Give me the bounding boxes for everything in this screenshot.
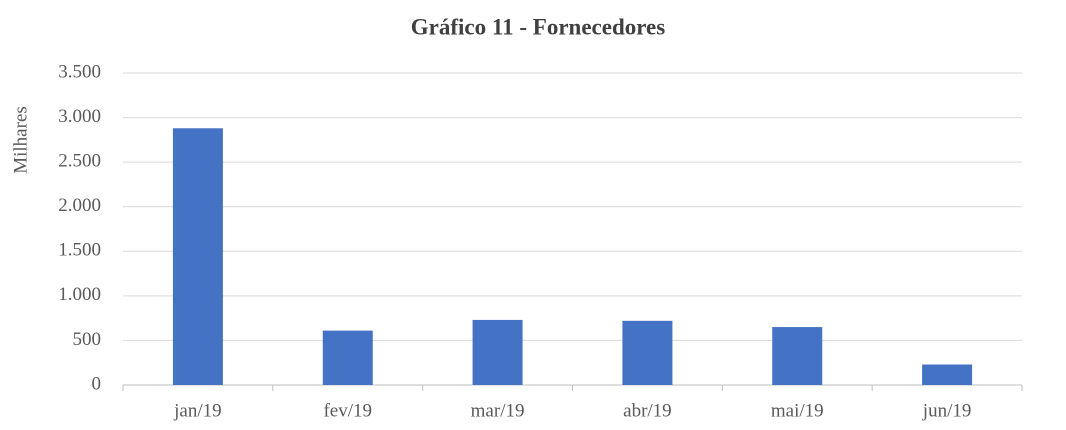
bar (622, 320, 673, 385)
x-tick-label: abr/19 (623, 400, 672, 421)
chart-title: Gráfico 11 - Fornecedores (411, 14, 665, 39)
y-tick-label: 3.500 (58, 61, 101, 82)
y-axis-label: Milhares (10, 106, 31, 174)
bar (772, 327, 823, 385)
x-tick-label: jun/19 (922, 400, 972, 421)
bar (172, 128, 223, 386)
y-tick-label: 2.000 (58, 195, 101, 216)
bar (922, 364, 973, 385)
bar (472, 319, 523, 385)
x-tick-label: mai/19 (771, 400, 824, 421)
y-tick-label: 2.500 (58, 151, 101, 172)
y-tick-label: 1.500 (58, 240, 101, 261)
bar (322, 330, 373, 385)
y-tick-label: 1.000 (58, 284, 101, 305)
y-tick-label: 500 (73, 329, 102, 350)
x-tick-label: fev/19 (323, 400, 372, 421)
y-tick-label: 3.000 (58, 106, 101, 127)
x-tick-label: mar/19 (471, 400, 525, 421)
y-tick-label: 0 (92, 373, 102, 394)
x-tick-label: jan/19 (173, 400, 222, 421)
